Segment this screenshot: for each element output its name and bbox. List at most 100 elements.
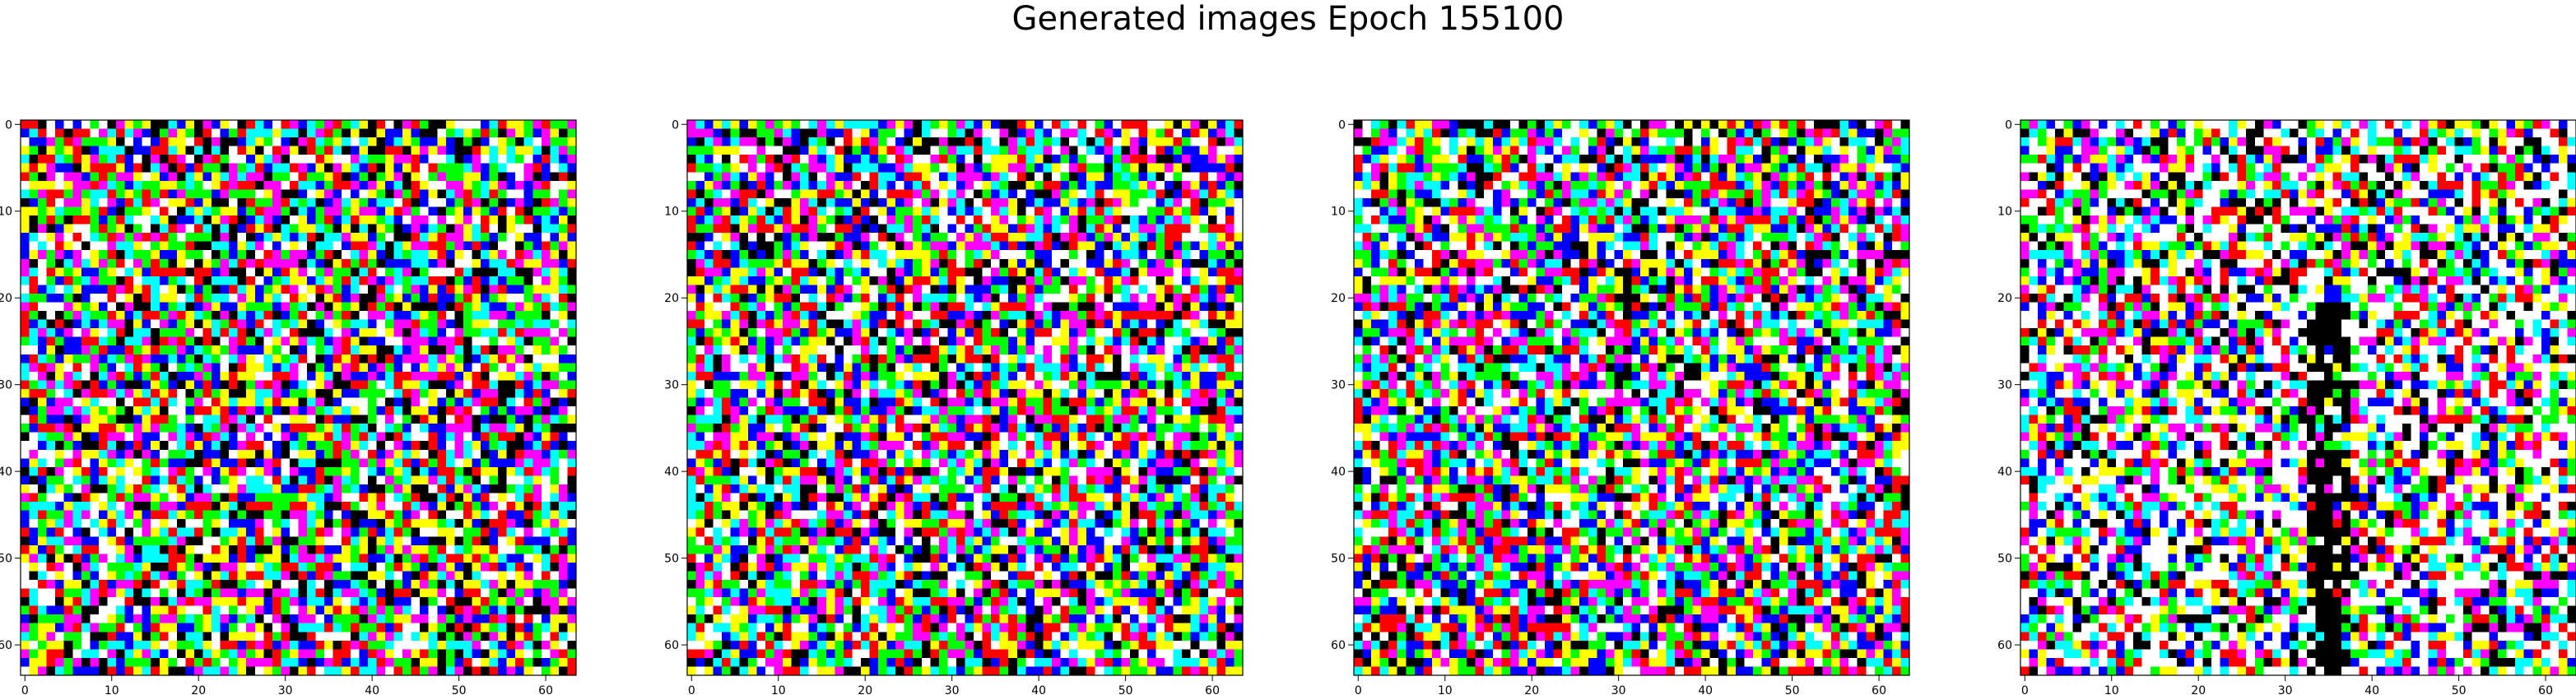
pixel (55, 579, 65, 590)
pixel (541, 197, 551, 208)
pixel (220, 120, 230, 130)
pixel (237, 197, 247, 208)
pixel (263, 233, 273, 243)
pixel (1121, 215, 1131, 225)
pixel (124, 258, 134, 268)
pixel (852, 146, 862, 155)
pixel (480, 614, 491, 624)
pixel (107, 345, 117, 355)
pixel (523, 527, 533, 537)
pixel (1060, 189, 1070, 199)
pixel (342, 666, 351, 676)
pixel (506, 233, 516, 243)
pixel (315, 562, 325, 572)
pixel (350, 380, 360, 390)
pixel (98, 632, 109, 642)
pixel (1165, 137, 1174, 147)
pixel (1190, 120, 1200, 130)
pixel (350, 189, 360, 199)
pixel (116, 241, 126, 251)
pixel (498, 588, 508, 598)
pixel (480, 484, 491, 494)
pixel (359, 363, 369, 373)
pixel (168, 493, 178, 503)
pixel (411, 657, 421, 668)
pixel (445, 562, 455, 572)
pixel (541, 623, 551, 632)
pixel (991, 233, 1001, 243)
pixel (1146, 137, 1157, 147)
pixel (98, 544, 109, 554)
pixel (237, 554, 247, 563)
pixel (55, 475, 65, 485)
pixel (402, 146, 412, 155)
pixel (713, 197, 723, 208)
pixel (98, 415, 109, 424)
pixel (90, 458, 100, 468)
pixel (825, 163, 835, 173)
pixel (212, 493, 221, 503)
pixel (411, 623, 421, 632)
pixel (420, 571, 430, 581)
pixel (254, 493, 264, 503)
pixel (229, 302, 239, 312)
pixel (913, 197, 923, 208)
pixel (498, 449, 508, 459)
pixel (124, 415, 134, 424)
pixel (107, 458, 117, 468)
pixel (498, 276, 508, 285)
pixel (454, 276, 464, 285)
pixel (445, 623, 455, 632)
pixel (142, 475, 151, 485)
pixel (965, 180, 974, 190)
pixel (272, 449, 282, 459)
pixel (107, 571, 117, 581)
pixel (445, 146, 455, 155)
pixel (489, 380, 499, 390)
pixel (185, 172, 195, 182)
pixel (55, 250, 65, 260)
pixel (1190, 146, 1200, 155)
pixel (185, 441, 195, 451)
pixel (541, 137, 551, 147)
pixel (281, 640, 291, 650)
pixel (90, 484, 100, 494)
pixel (921, 163, 931, 173)
pixel (506, 180, 516, 190)
pixel (367, 484, 378, 494)
pixel (393, 146, 403, 155)
pixel (342, 155, 351, 164)
pixel (463, 224, 473, 234)
pixel (1016, 137, 1026, 147)
pixel (81, 605, 91, 615)
pixel (428, 163, 438, 173)
pixel (722, 189, 732, 199)
pixel (176, 146, 186, 155)
pixel (342, 449, 351, 459)
pixel (212, 449, 221, 459)
pixel (298, 441, 308, 451)
pixel (21, 293, 30, 303)
pixel (367, 588, 378, 598)
pixel (220, 527, 230, 537)
pixel (515, 484, 525, 494)
pixel (730, 233, 740, 243)
pixel (541, 397, 551, 407)
pixel (817, 155, 827, 164)
pixel (472, 527, 481, 537)
pixel (168, 155, 178, 164)
pixel (1216, 224, 1226, 234)
pixel (159, 345, 169, 355)
pixel (463, 146, 473, 155)
pixel (63, 224, 73, 234)
pixel (298, 623, 308, 632)
pixel (142, 579, 151, 590)
pixel (107, 475, 117, 485)
pixel (515, 614, 525, 624)
pixel (825, 189, 835, 199)
pixel (168, 510, 178, 520)
pixel (852, 120, 862, 130)
pixel (315, 137, 325, 147)
pixel (246, 666, 256, 676)
pixel (1165, 189, 1174, 199)
